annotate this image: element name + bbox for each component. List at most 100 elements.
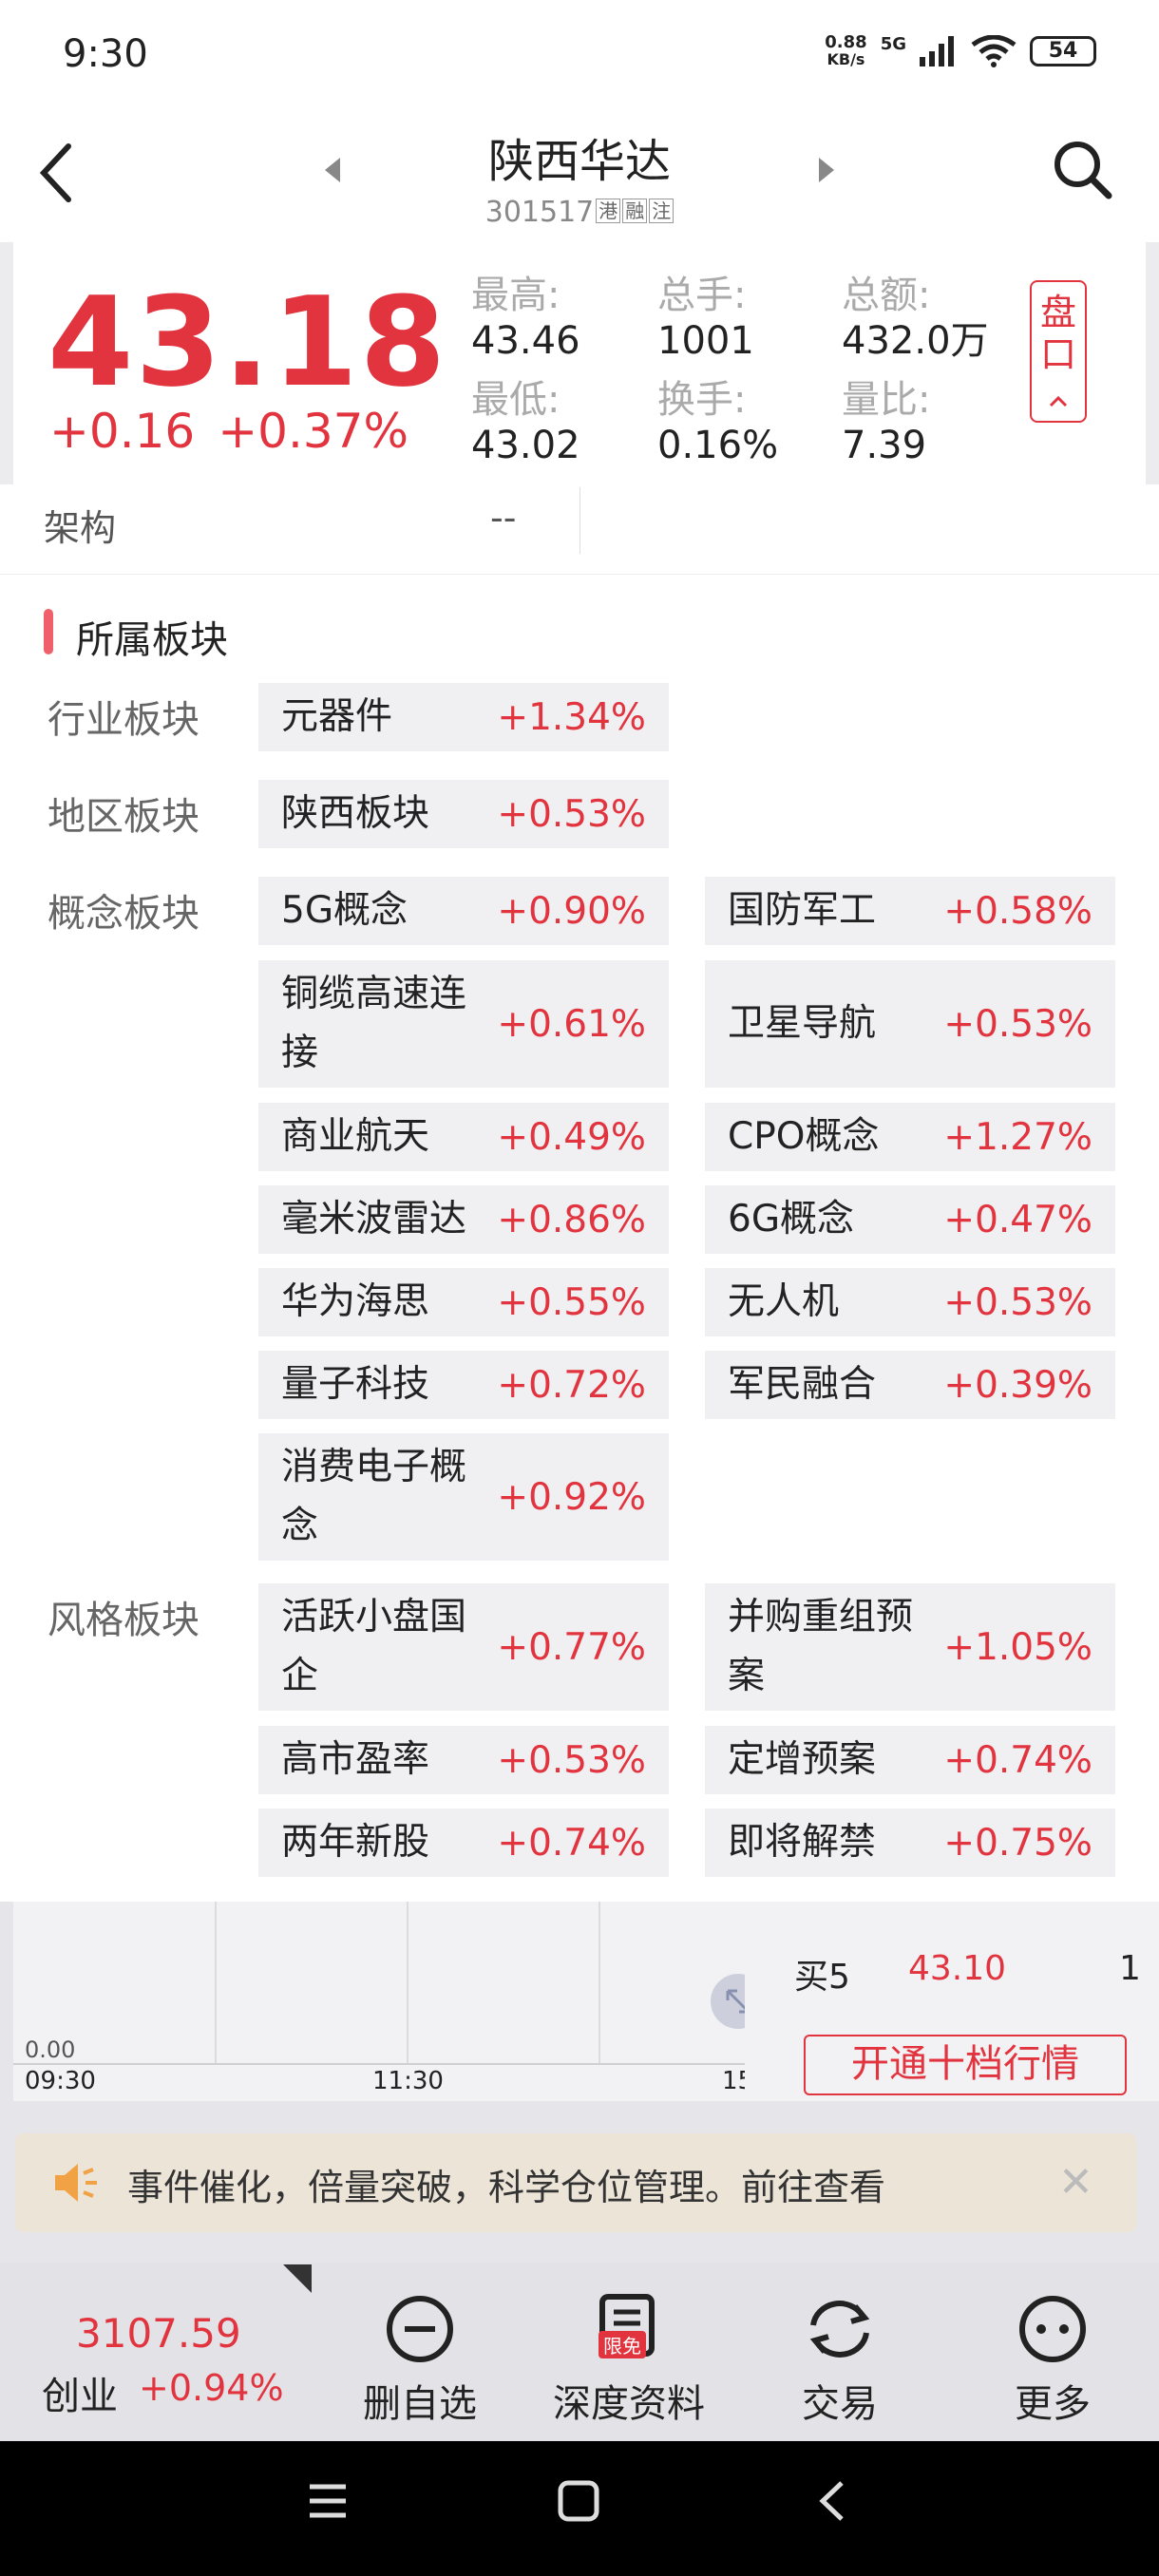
free-badge: 限免 [598,2331,646,2358]
quote-left-edge [0,242,13,484]
order-book: 买5 43.10 1 开通十档行情 [745,1902,1159,2101]
home-square-icon [558,2480,599,2522]
sector-chip[interactable]: 量子科技 +0.72% [258,1351,669,1419]
sector-chip[interactable]: 5G概念 +0.90% [258,877,669,945]
remove-watchlist-button[interactable]: 删自选 [334,2289,505,2428]
more-icon [1019,2296,1086,2362]
sector-chip[interactable]: 定增预案 +0.74% [705,1726,1115,1794]
status-bar: 9:30 0.88 KB/s 5G 54 [0,0,1159,114]
deep-info-label: 深度资料 [553,2382,705,2426]
chevron-up-icon [1049,395,1068,407]
status-time: 9:30 [63,32,148,76]
index-percent[interactable]: +0.94% [139,2367,284,2409]
exchange-icon [809,2301,870,2358]
sector-chip[interactable]: 卫星导航 +0.53% [705,960,1115,1088]
sector-chip[interactable]: CPO概念 +1.27% [705,1103,1115,1171]
bid-level: 买5 [794,1958,850,1997]
tag-hk: 港 [596,199,621,223]
trade-button[interactable]: 交易 [754,2289,925,2428]
close-icon[interactable]: ✕ [1058,2158,1093,2207]
tag-registered: 注 [649,199,674,223]
bid-quantity: 1 [1119,1949,1141,1988]
sector-chip[interactable]: 商业航天 +0.49% [258,1103,669,1171]
category-style: 风格板块 [48,1599,200,1642]
stat-volume: 总手: 1001 [657,274,754,363]
deep-info-button[interactable]: 限免 深度资料 [543,2289,714,2428]
sector-chip[interactable]: 铜缆高速连接 +0.61% [258,960,669,1088]
network-type: 5G [880,34,906,54]
index-value[interactable]: 3107.59 [76,2310,241,2357]
sector-chip[interactable]: 无人机 +0.53% [705,1268,1115,1336]
sector-chip[interactable]: 两年新股 +0.74% [258,1809,669,1877]
promo-banner[interactable]: 事件催化，倍量突破，科学仓位管理。前往查看 ✕ [15,2133,1136,2232]
sector-chip[interactable]: 陕西板块 +0.53% [258,780,669,848]
sector-chip[interactable]: 即将解禁 +0.75% [705,1809,1115,1877]
menu-icon [310,2484,346,2518]
stock-code-row: 301517 港融注 [0,196,1159,229]
prev-stock-button[interactable] [321,156,344,188]
sector-chip[interactable]: 消费电子概念 +0.92% [258,1433,669,1561]
arch-value: -- [490,497,517,539]
stat-amount: 总额: 432.0万 [842,274,989,363]
menu-nav-button[interactable] [306,2479,350,2527]
net-speed: 0.88 KB/s [825,32,867,68]
sector-chip[interactable]: 国防军工 +0.58% [705,877,1115,945]
grid-line [598,1902,600,2063]
open-level10-button[interactable]: 开通十档行情 [804,2035,1127,2095]
stock-name: 陕西华达 [487,135,671,188]
grid-line [407,1902,408,2063]
quote-divider [0,574,1159,575]
sector-chip[interactable]: 高市盈率 +0.53% [258,1726,669,1794]
back-nav-button[interactable] [813,2479,851,2527]
more-label: 更多 [1015,2382,1091,2426]
quote-panel: 43.18 +0.16 +0.37% 最高: 43.46 总手: 1001 总额: 43… [0,242,1159,575]
status-icons: 0.88 KB/s 5G 54 [825,34,1096,68]
system-nav-bar [0,2441,1159,2576]
index-name[interactable]: 创业 [42,2375,118,2418]
next-stock-button[interactable] [815,156,838,188]
stat-turnover: 换手: 0.16% [657,378,779,467]
time-mid-label: 11:30 [372,2067,444,2095]
remove-watchlist-label: 删自选 [363,2382,477,2426]
bottom-toolbar: 3107.59 创业 +0.94% 删自选 限免 深度资料 交易 更多 [0,2263,1159,2441]
sector-chip[interactable]: 活跃小盘国企 +0.77% [258,1583,669,1711]
search-icon [1054,142,1112,199]
price-change: +0.16 +0.37% [49,404,431,459]
chevron-left-icon [39,143,71,202]
intraday-mini-chart[interactable]: 0.00 09:30 11:30 15:00 买5 43.10 1 开通十档行情 [0,1902,1159,2120]
arch-label: 架构 [44,507,117,549]
time-start-label: 09:30 [25,2067,96,2095]
change-percent: +0.37% [218,404,408,459]
sector-chip[interactable]: 军民融合 +0.39% [705,1351,1115,1419]
sector-chip[interactable]: 毫米波雷达 +0.86% [258,1185,669,1254]
pankou-button[interactable]: 盘口 [1030,280,1087,423]
expand-icon [726,1989,750,2014]
wifi-icon [971,35,1016,67]
battery-icon: 54 [1030,36,1096,66]
back-button[interactable] [28,133,95,209]
stat-low: 最低: 43.02 [471,378,580,467]
sectors-title: 所属板块 [76,618,228,662]
stock-code: 301517 [484,196,595,229]
category-industry: 行业板块 [48,698,200,742]
quote-right-edge [1146,242,1159,484]
category-region: 地区板块 [48,795,200,839]
banner-text: 事件催化，倍量突破，科学仓位管理。前往查看 [127,2167,886,2208]
sector-chip[interactable]: 6G概念 +0.47% [705,1185,1115,1254]
back-triangle-icon [819,2481,844,2521]
change-value: +0.16 [49,404,196,459]
grid-line [215,1902,217,2063]
more-button[interactable]: 更多 [967,2289,1138,2428]
pankou-label: 盘口 [1039,292,1076,375]
home-nav-button[interactable] [557,2479,600,2527]
search-button[interactable] [1050,137,1126,213]
sector-chip[interactable]: 并购重组预案 +1.05% [705,1583,1115,1711]
sector-chip[interactable]: 华为海思 +0.55% [258,1268,669,1336]
category-concept: 概念板块 [48,892,200,936]
bid-price: 43.10 [908,1949,1007,1988]
speaker-icon [55,2164,97,2202]
sector-chip[interactable]: 元器件 +1.34% [258,683,669,751]
sectors-panel: 所属板块 行业板块 地区板块 概念板块 风格板块 元器件 +1.34% 陕西板块 +… [0,575,1159,1902]
triangle-left-icon [325,158,340,182]
promo-banner-wrap: 事件催化，倍量突破，科学仓位管理。前往查看 ✕ [0,2120,1159,2263]
